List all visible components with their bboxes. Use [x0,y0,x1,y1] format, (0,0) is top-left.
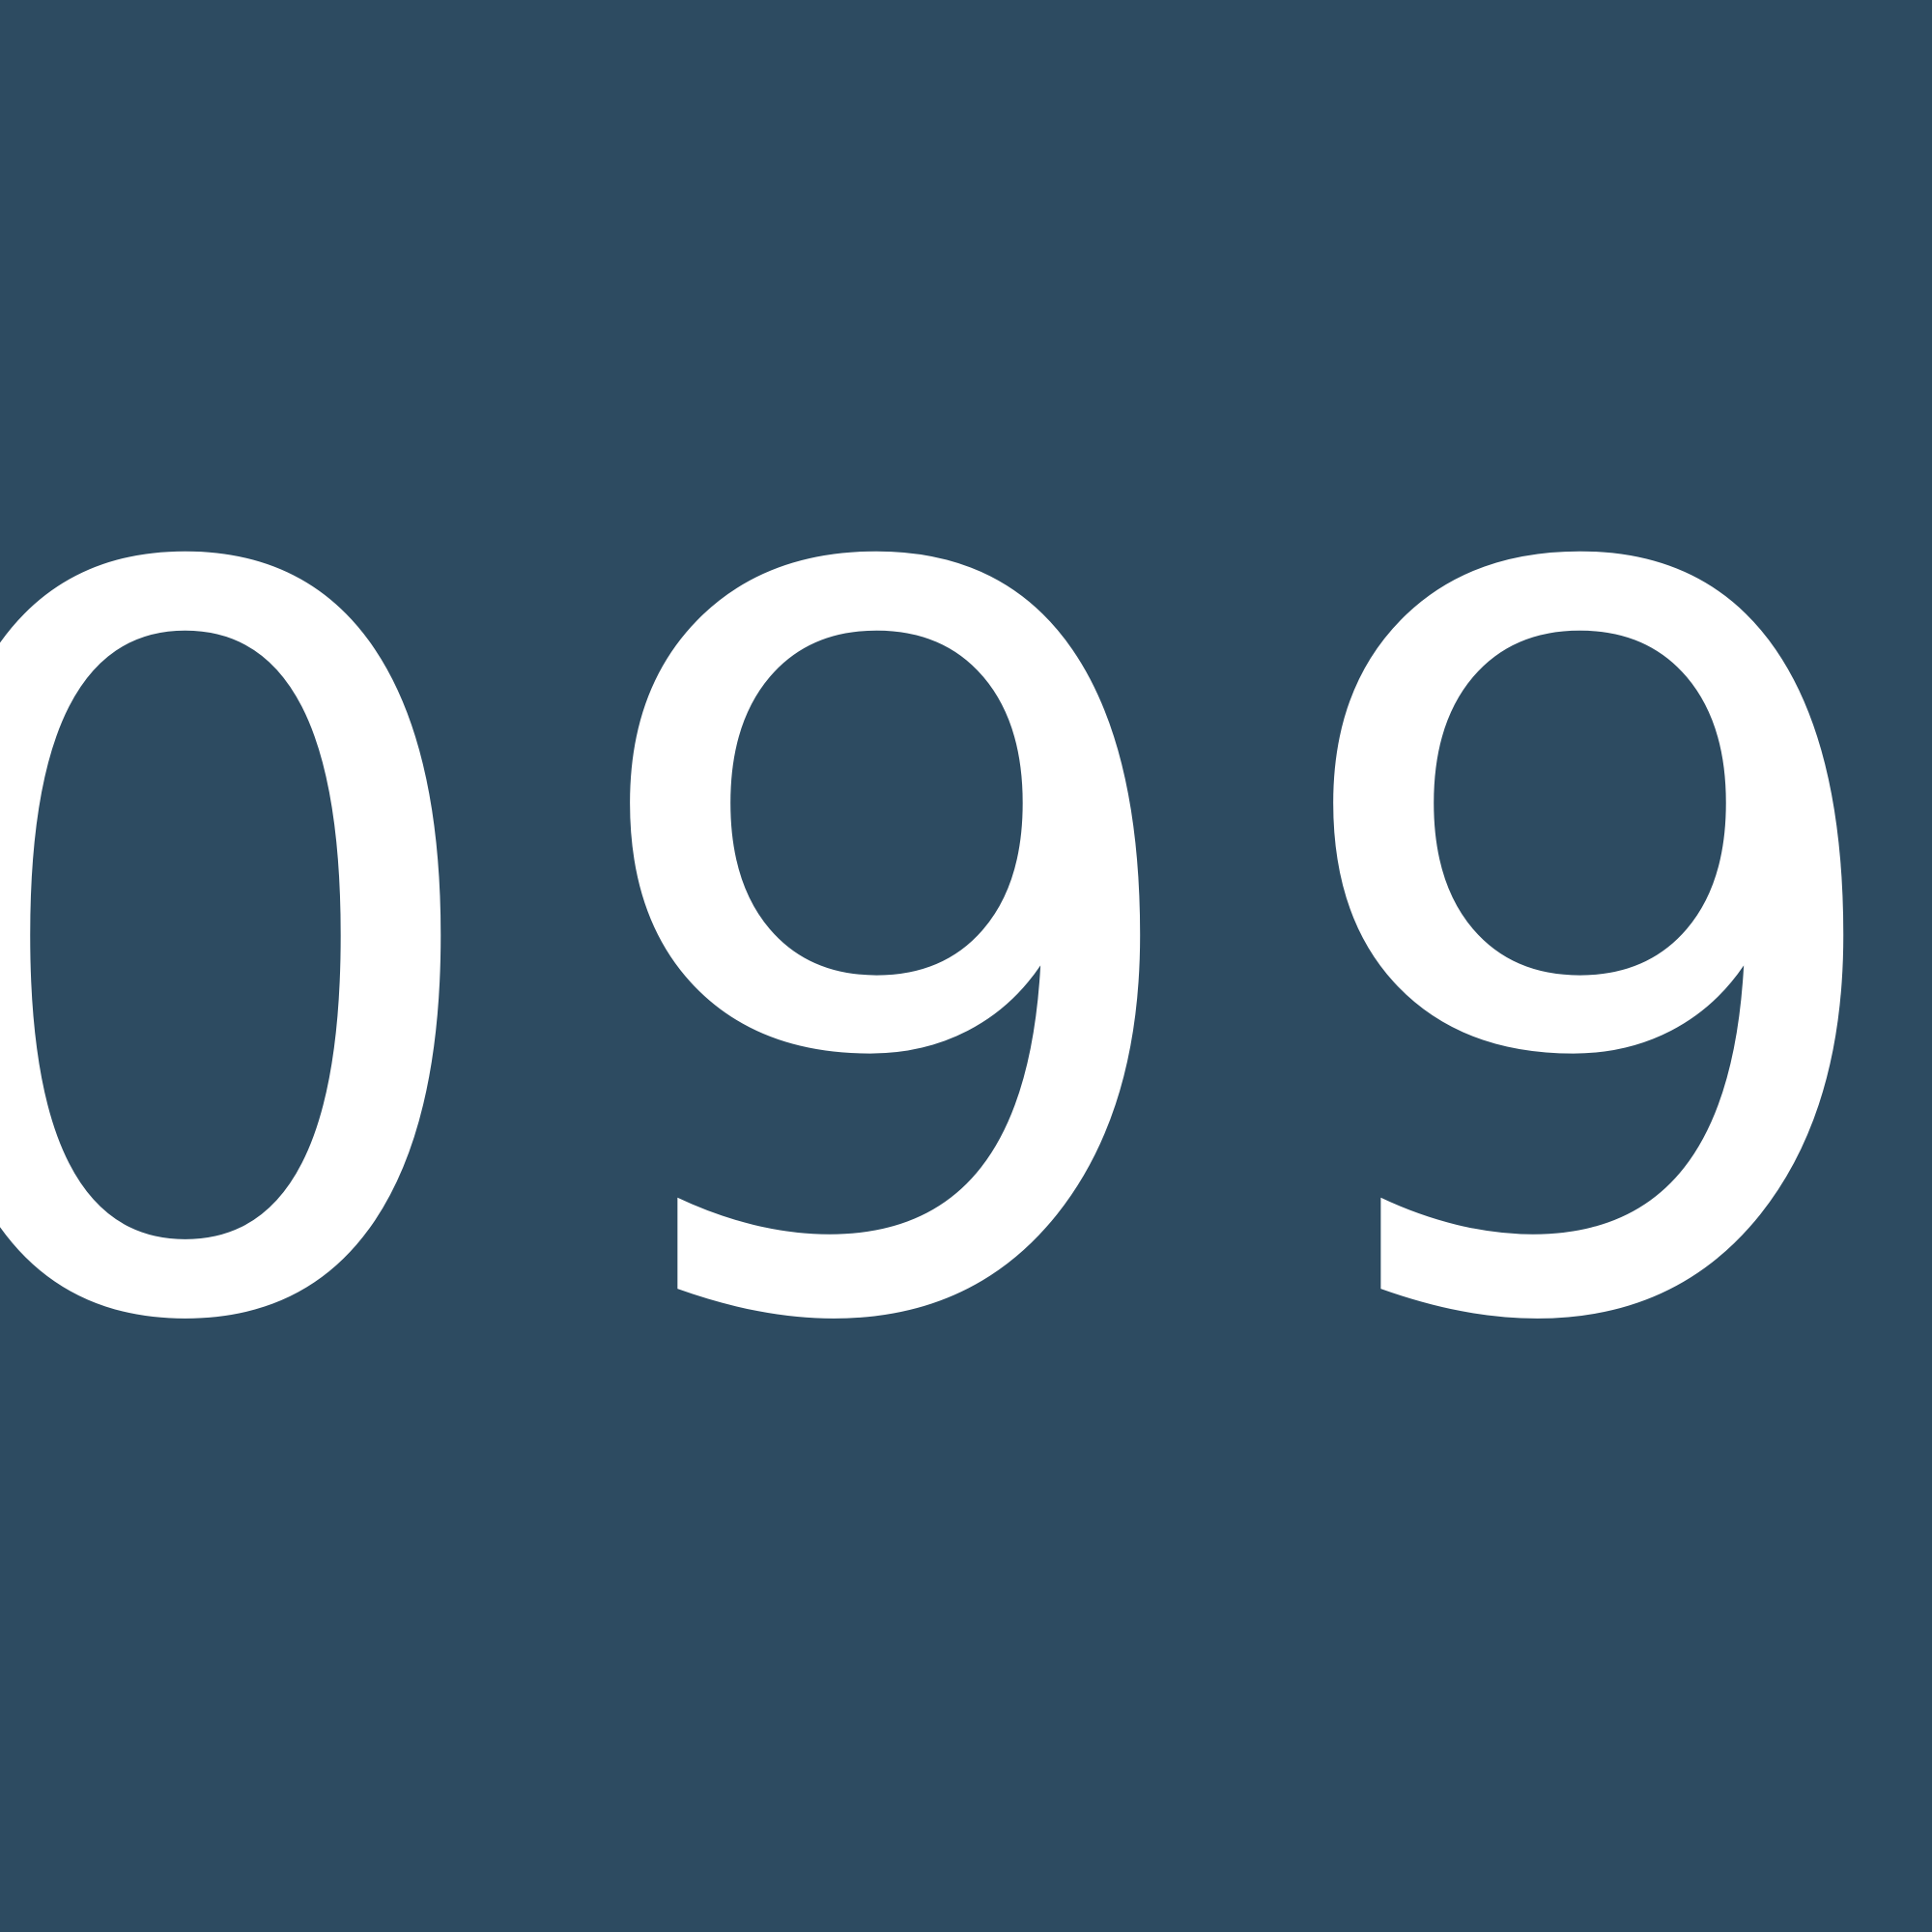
number-label: 099 [0,362,1932,1544]
